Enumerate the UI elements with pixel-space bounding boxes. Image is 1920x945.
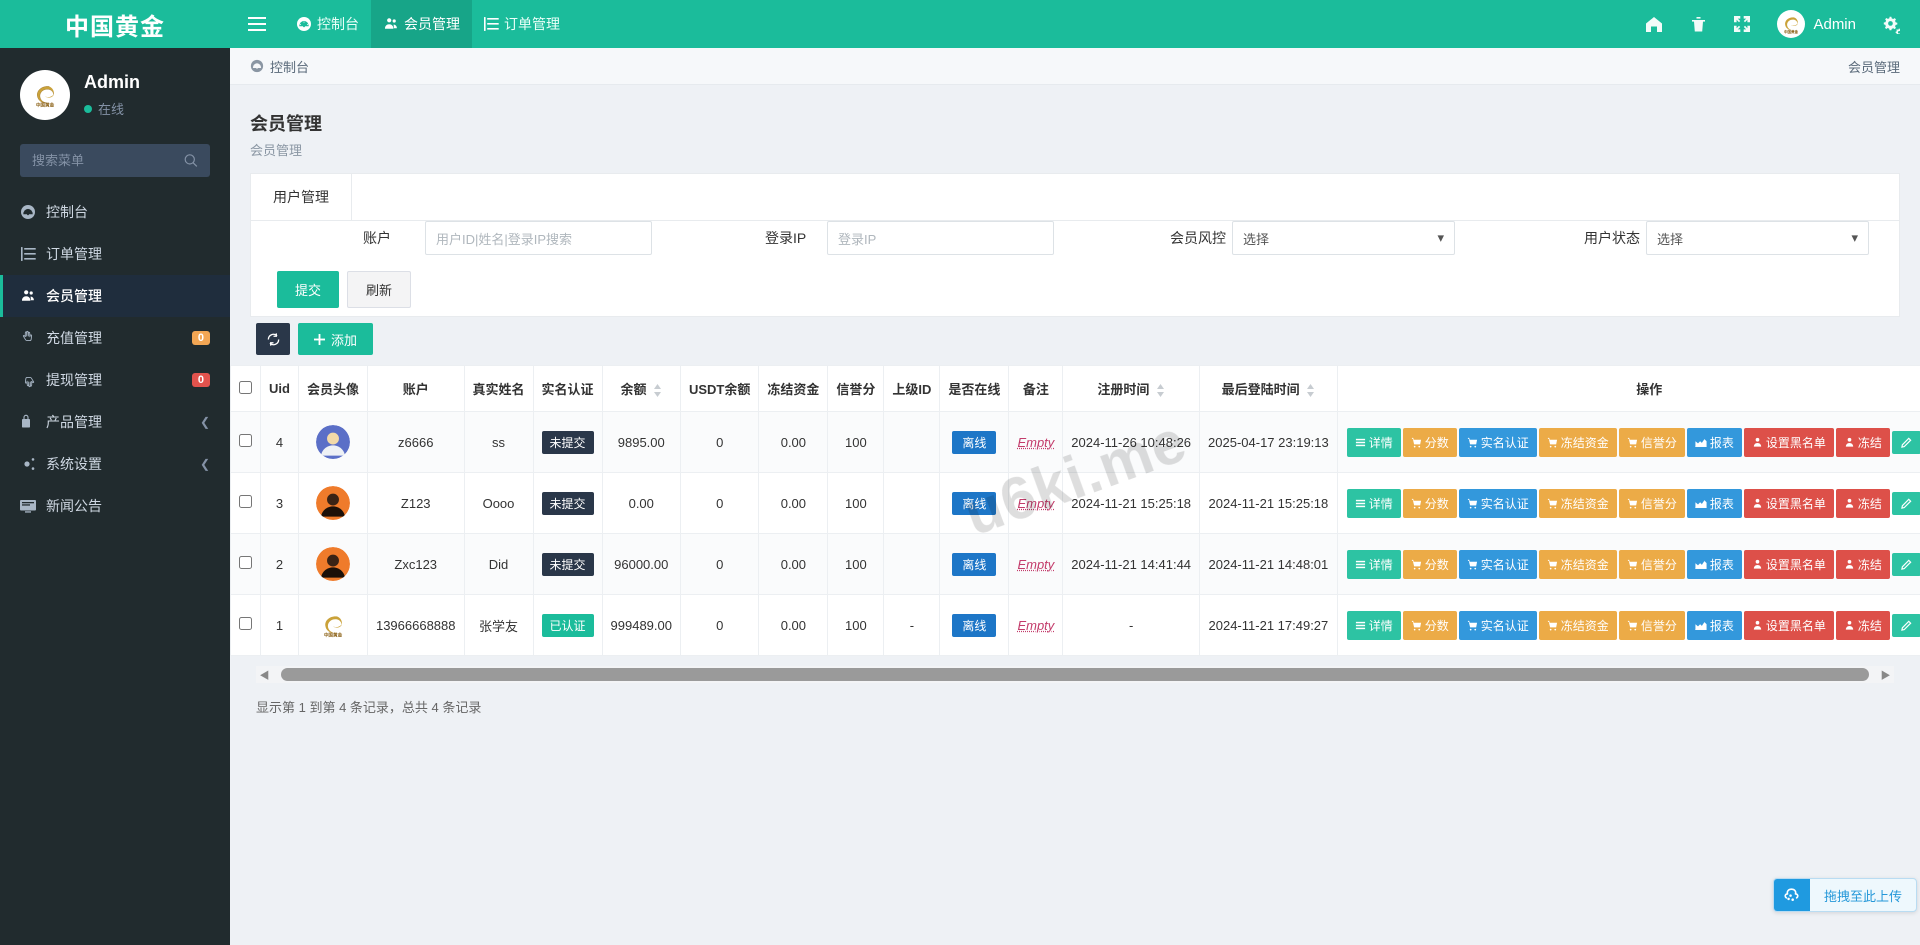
svg-text:中国黄金: 中国黄金 bbox=[1784, 29, 1799, 34]
svg-text:中国黄金: 中国黄金 bbox=[36, 101, 55, 108]
svg-text:中国黄金: 中国黄金 bbox=[324, 631, 343, 638]
